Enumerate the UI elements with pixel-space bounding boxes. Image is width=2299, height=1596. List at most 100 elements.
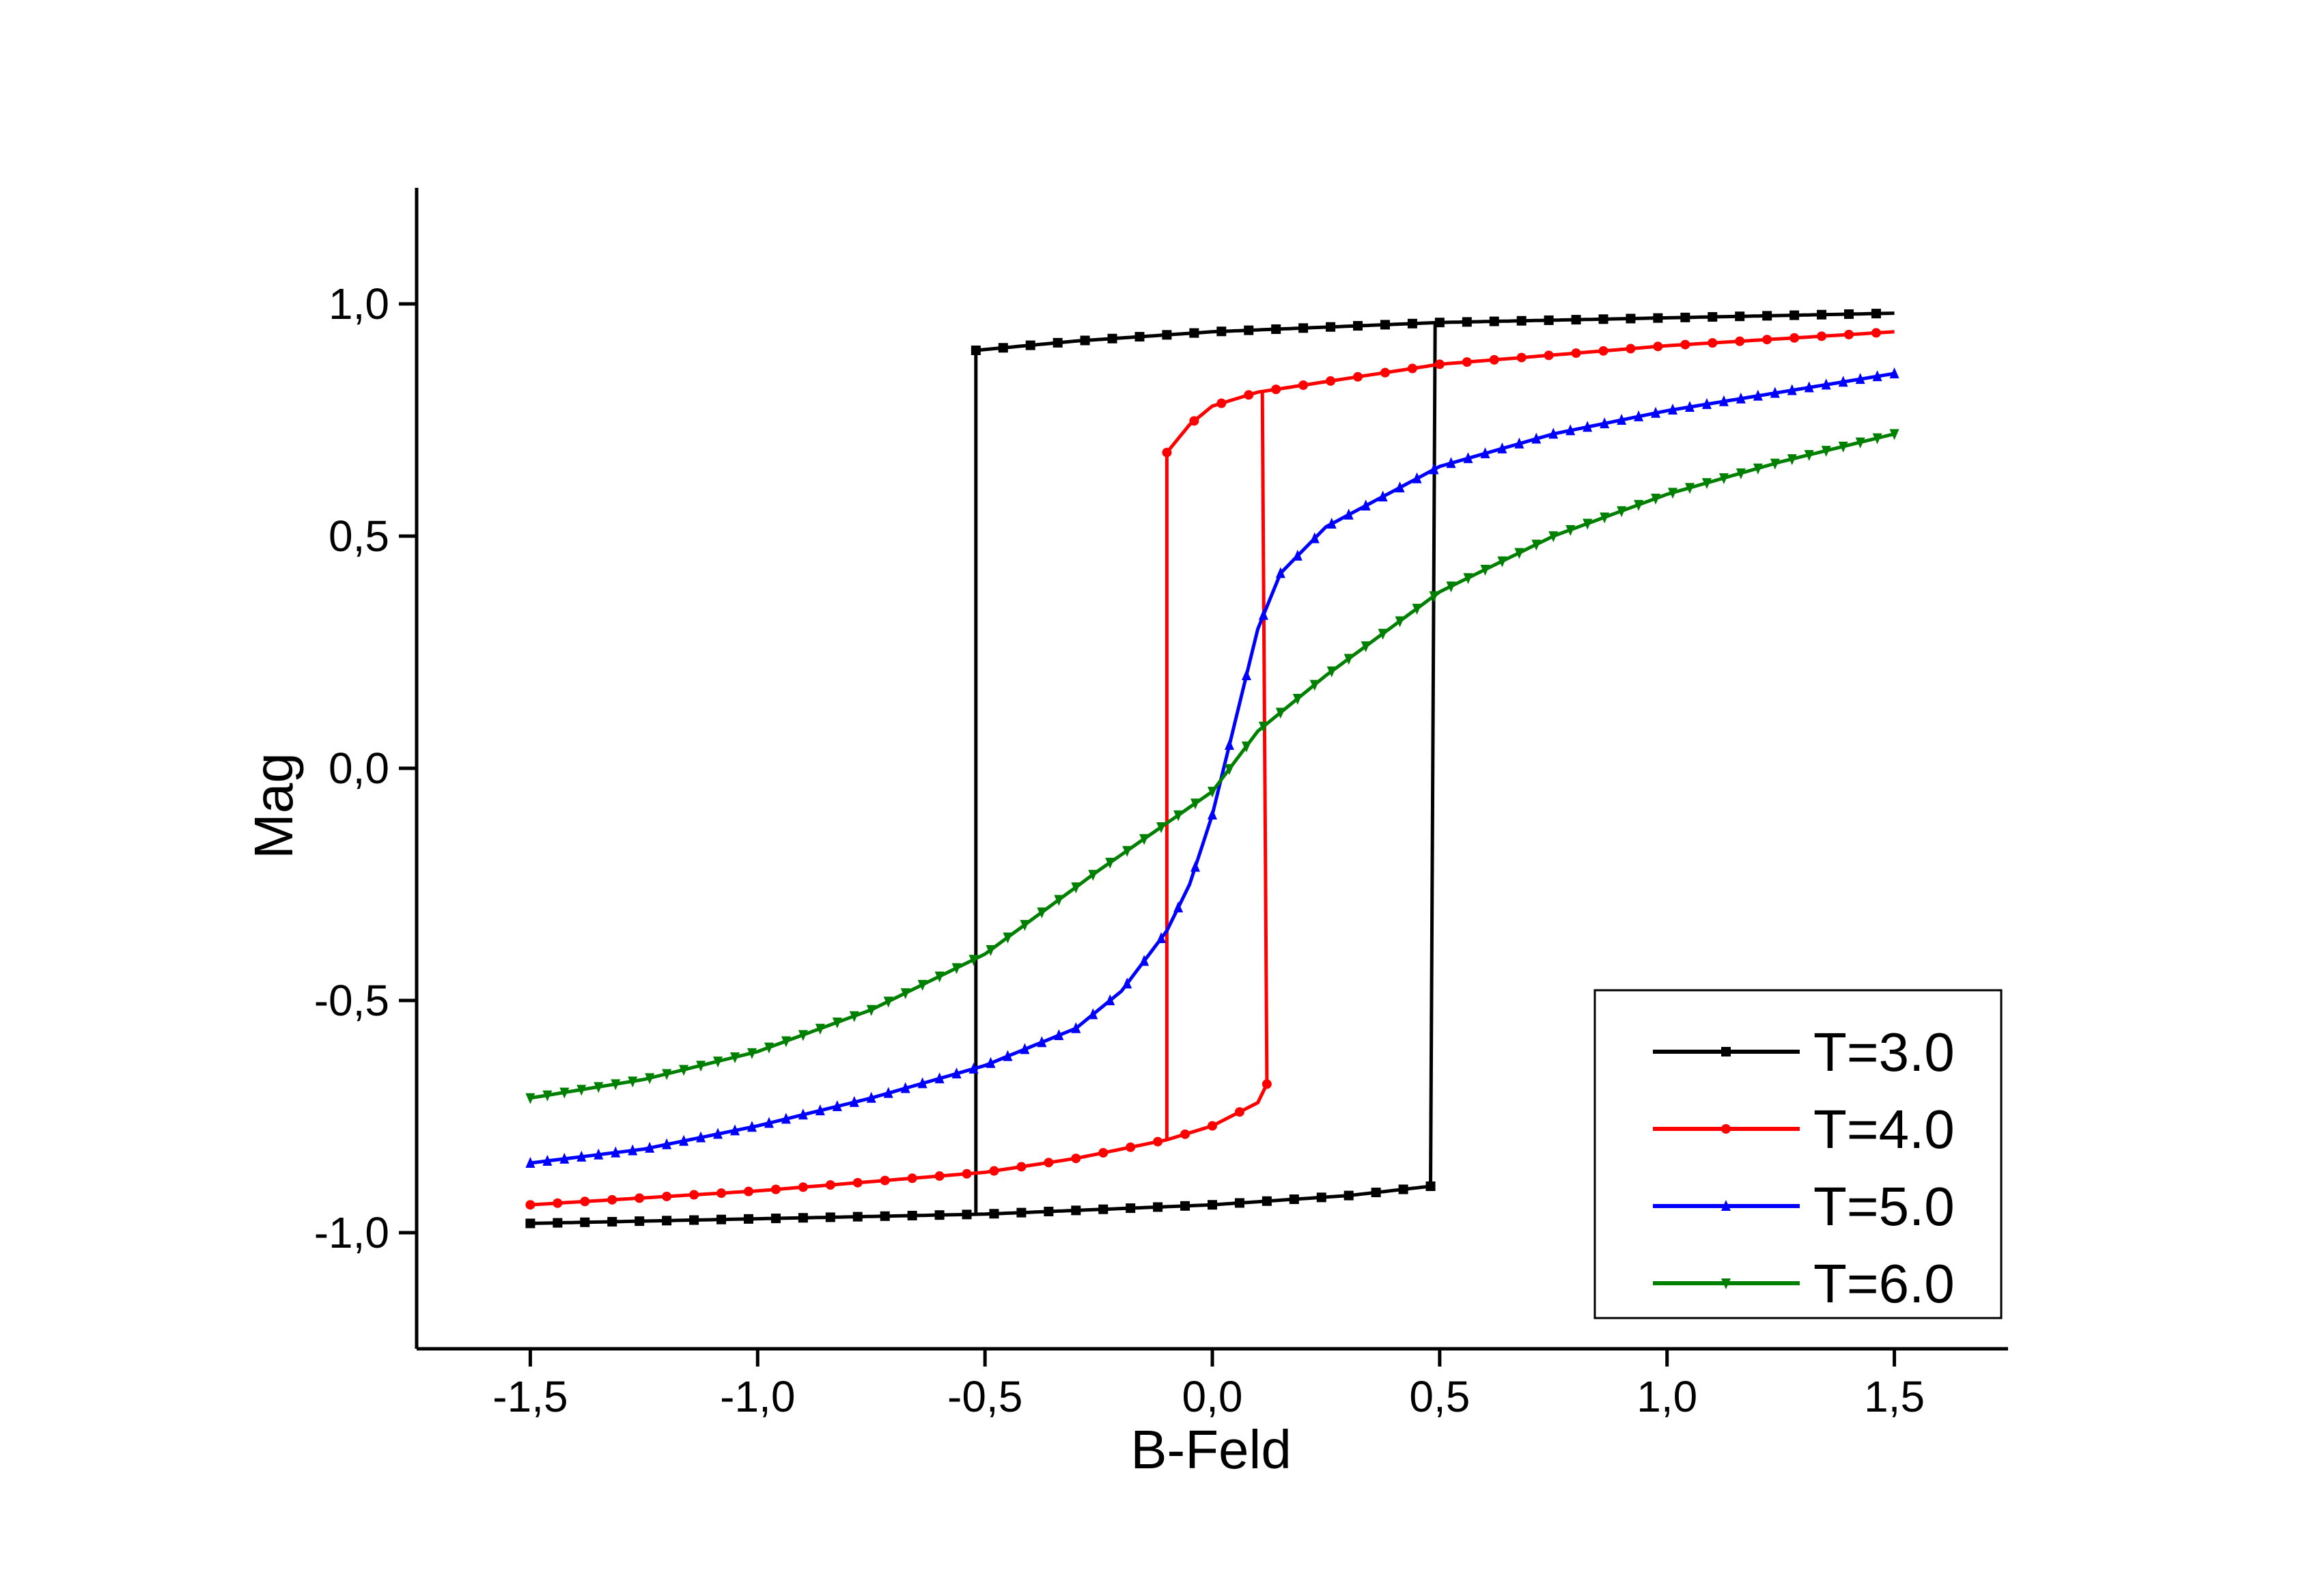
data-point <box>1122 845 1132 857</box>
data-point <box>1429 591 1439 602</box>
data-point <box>1326 666 1337 677</box>
data-point <box>1395 616 1405 628</box>
data-point <box>1544 350 1554 361</box>
data-point <box>1098 1204 1109 1214</box>
data-point <box>1489 354 1499 365</box>
data-point <box>1208 1200 1217 1210</box>
data-point <box>1548 428 1559 439</box>
data-point <box>1037 1036 1047 1048</box>
data-point <box>1037 907 1047 919</box>
data-point <box>1395 481 1405 492</box>
data-point <box>1872 433 1882 445</box>
legend-item: T=5.0 <box>1653 1176 1955 1237</box>
data-point <box>1134 332 1145 342</box>
x-tick-label: -1,0 <box>720 1372 795 1421</box>
data-point <box>1398 1184 1408 1194</box>
legend-item: T=3.0 <box>1653 1022 1955 1082</box>
data-point <box>1463 573 1473 585</box>
data-point <box>1789 333 1800 343</box>
data-point <box>1583 518 1593 530</box>
data-point <box>825 1212 835 1222</box>
data-point <box>1770 387 1780 398</box>
data-point <box>907 1210 917 1220</box>
data-point <box>880 1211 890 1221</box>
data-point <box>1378 490 1388 502</box>
legend-label: T=5.0 <box>1813 1176 1955 1237</box>
data-point <box>1838 376 1848 387</box>
data-point <box>1234 1198 1244 1208</box>
data-point <box>1701 478 1712 490</box>
data-point <box>1571 315 1581 325</box>
data-point <box>1804 381 1814 393</box>
data-point <box>607 1216 617 1227</box>
x-tick-label: -1,5 <box>492 1372 568 1421</box>
data-point <box>1126 1142 1136 1152</box>
data-point <box>1736 392 1746 404</box>
series-t-4-0 <box>525 328 1895 1210</box>
data-point <box>1003 1050 1013 1061</box>
data-point <box>969 1062 979 1074</box>
data-point <box>1571 348 1581 359</box>
data-point <box>594 1082 604 1093</box>
data-point <box>962 1168 972 1179</box>
y-tick-label: 1,0 <box>329 279 389 328</box>
data-point <box>1871 328 1881 338</box>
data-point <box>1804 450 1814 461</box>
series-line-lower <box>530 391 1269 1207</box>
x-tick-label: 1,5 <box>1864 1372 1925 1421</box>
data-point <box>1271 324 1281 334</box>
legend-box <box>1593 989 2003 1319</box>
series-line-lower <box>530 322 1437 1225</box>
data-point <box>1139 955 1150 966</box>
data-point <box>1224 739 1234 750</box>
data-point <box>1565 424 1576 436</box>
data-point <box>1156 822 1167 834</box>
data-point <box>1326 376 1336 386</box>
data-point <box>1838 441 1848 453</box>
data-point <box>1462 317 1472 327</box>
data-point <box>1617 506 1627 518</box>
data-point <box>1371 1188 1381 1198</box>
data-point <box>542 1090 553 1102</box>
data-point <box>1016 1207 1027 1218</box>
data-point <box>951 963 962 975</box>
data-point <box>1003 932 1013 944</box>
data-point <box>1071 1022 1081 1033</box>
data-point <box>998 343 1008 353</box>
data-point <box>1480 447 1490 458</box>
data-point <box>852 1177 863 1188</box>
data-point <box>1718 473 1729 484</box>
data-point <box>1309 532 1320 544</box>
data-point <box>1736 468 1746 479</box>
data-point <box>1497 442 1507 453</box>
data-point <box>934 971 945 983</box>
data-point <box>1544 315 1554 325</box>
data-point <box>1241 669 1251 680</box>
data-point <box>1025 340 1035 350</box>
data-point <box>1343 508 1354 520</box>
data-point <box>1701 397 1712 409</box>
legend-label: T=6.0 <box>1813 1253 1955 1314</box>
data-point <box>1626 344 1636 354</box>
data-point <box>1516 316 1527 326</box>
data-point <box>1753 463 1763 475</box>
data-point <box>986 944 996 956</box>
data-point <box>1407 363 1417 374</box>
data-point <box>1548 531 1559 542</box>
data-point <box>1258 608 1268 620</box>
data-point <box>764 1042 774 1054</box>
x-tick-label: 1,0 <box>1636 1372 1697 1421</box>
legend-item: T=6.0 <box>1653 1253 1955 1314</box>
data-point <box>1208 809 1217 820</box>
data-point <box>1098 1148 1109 1158</box>
data-point <box>1353 321 1363 331</box>
data-point <box>1721 1047 1731 1056</box>
data-point <box>849 1095 859 1107</box>
data-point <box>1600 417 1610 429</box>
data-point <box>525 1200 535 1210</box>
data-point <box>1514 548 1524 559</box>
data-point <box>866 1005 876 1016</box>
data-point <box>1298 323 1309 333</box>
data-point <box>747 1048 757 1059</box>
